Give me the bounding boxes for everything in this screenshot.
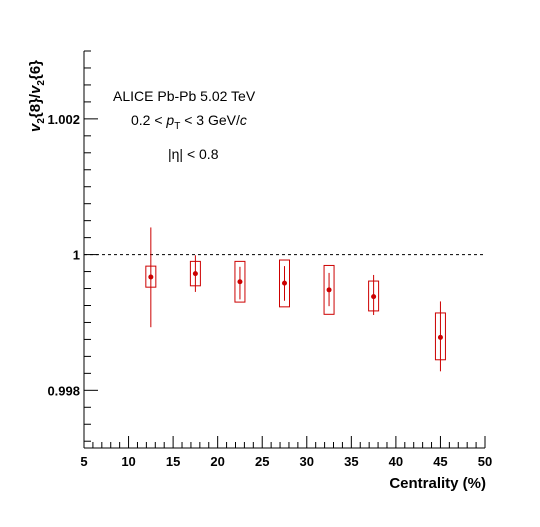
y-tick-label: 0.998 [47, 383, 80, 398]
x-tick-label: 15 [166, 454, 180, 469]
x-tick-label: 5 [80, 454, 87, 469]
x-tick-label: 45 [433, 454, 447, 469]
annotation-pt-range: 0.2 < pT < 3 GeV/c [131, 112, 247, 132]
data-point [371, 294, 377, 300]
x-tick-label: 20 [210, 454, 224, 469]
annotation-experiment: ALICE Pb-Pb 5.02 TeV [113, 88, 256, 104]
x-axis-title: Centrality (%) [389, 475, 486, 492]
x-tick-label: 30 [300, 454, 314, 469]
data-marks [145, 227, 446, 372]
x-tick-label: 50 [478, 454, 492, 469]
data-point [282, 280, 287, 286]
axes-frame: 5 10 15 20 25 30 35 40 45 50 0.998 1 1.002 [47, 50, 492, 469]
data-point [326, 287, 332, 293]
x-tick-label: 35 [344, 454, 358, 469]
y-tick-label: 1 [73, 248, 80, 263]
annotation-eta-range: |η| < 0.8 [168, 146, 219, 162]
x-tick-label: 10 [121, 454, 135, 469]
data-point [437, 334, 443, 340]
y-axis-title: v2{8}/v2{6} [27, 60, 47, 132]
x-tick-label: 25 [255, 454, 269, 469]
data-point [192, 271, 198, 277]
data-point [237, 279, 243, 285]
annotation: ALICE Pb-Pb 5.02 TeV 0.2 < pT < 3 GeV/c … [113, 88, 256, 162]
systematic-error-box [323, 264, 335, 315]
systematic-error-box [234, 260, 246, 303]
x-tick-label: 40 [389, 454, 403, 469]
systematic-error-box [279, 259, 290, 308]
data-point [148, 274, 154, 280]
y-tick-label: 1.002 [47, 112, 80, 127]
